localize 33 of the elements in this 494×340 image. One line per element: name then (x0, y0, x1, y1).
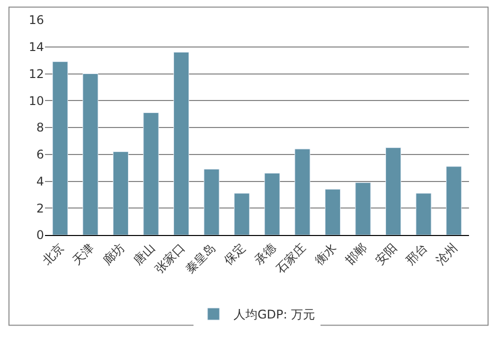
bar (112, 151, 129, 235)
x-tick-label: 安阳 (372, 240, 400, 268)
bar (52, 61, 68, 235)
bar (355, 182, 371, 235)
bar (234, 193, 250, 235)
x-tick-label: 北京 (40, 240, 67, 268)
x-tick-label: 天津 (70, 240, 97, 268)
y-tick-label: 8 (36, 120, 44, 135)
bar (143, 112, 159, 235)
y-tick-label: 6 (36, 148, 44, 162)
bar (324, 189, 341, 235)
y-tick-label: 12 (28, 66, 44, 81)
bar (294, 148, 310, 235)
bar (416, 193, 432, 235)
x-tick-label: 沧州 (433, 240, 460, 268)
y-tick-label: 4 (36, 174, 44, 188)
x-tick-label: 保定 (221, 240, 248, 268)
y-tick-label: 0 (36, 228, 44, 242)
x-tick-label: 衡水 (312, 240, 340, 268)
x-tick-label: 廊坊 (100, 240, 128, 268)
bar (264, 172, 280, 235)
bar (82, 74, 98, 235)
bar (173, 52, 190, 235)
x-tick-label: 邢台 (403, 240, 430, 268)
bar (204, 168, 220, 235)
legend-label: 人均GDP: 万元 (234, 308, 316, 322)
bar (385, 147, 402, 235)
y-tick-label: 2 (36, 201, 44, 216)
y-tick-label: 10 (28, 94, 44, 108)
y-tick-label: 14 (28, 40, 44, 54)
x-tick-label: 邯郸 (342, 240, 370, 268)
y-tick-label: 16 (28, 13, 44, 28)
bar (446, 166, 462, 235)
